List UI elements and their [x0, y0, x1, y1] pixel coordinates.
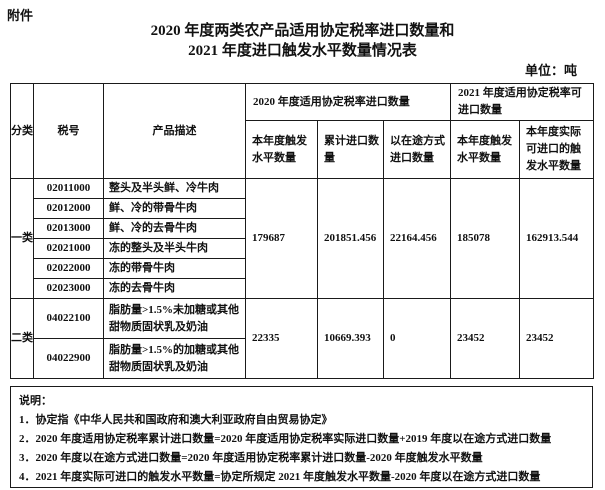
note-item: 3．2020 年度以在途方式进口数量=2020 年度适用协定税率累计进口数量-2… [19, 452, 483, 464]
cat2-cumulative-2020-value: 10669.393 [317, 298, 384, 379]
cat1-trigger-2021-value: 185078 [450, 178, 520, 299]
table-row: 02021000 冻的整头及半头牛肉 [11, 238, 594, 259]
tax-no-cell: 04022900 [33, 338, 104, 379]
cat1-cumulative-2020-value: 201851.456 [317, 178, 384, 299]
attachment-label: 附件 [7, 8, 34, 23]
header-trigger-2021: 本年度触发水平数量 [450, 120, 520, 179]
cat1-trigger-2020-value: 179687 [245, 178, 318, 299]
product-desc-cell: 鲜、冷的去骨牛肉 [103, 218, 246, 239]
table-row: 02022000 冻的带骨牛肉 [11, 258, 594, 279]
cat1-in-transit-2020-value: 22164.456 [383, 178, 451, 299]
import-quota-table: 分类 税号 产品描述 2020 年度适用协定税率进口数量 2021 年度适用协定… [10, 83, 594, 379]
tax-no-cell: 02011000 [33, 178, 104, 199]
cat2-in-transit-2020-value: 0 [383, 298, 451, 379]
header-group-2020: 2020 年度适用协定税率进口数量 [245, 83, 451, 121]
unit-label: 单位：吨 [524, 63, 577, 78]
cat2-actual-trigger-2021-value: 23452 [519, 298, 594, 379]
header-in-transit-2020: 以在途方式进口数量 [383, 120, 451, 179]
tax-no-cell: 02023000 [33, 278, 104, 299]
page-title: 2020 年度两类农产品适用协定税率进口数量和 2021 年度进口触发水平数量情… [0, 21, 605, 61]
product-desc-cell: 脂肪量>1.5%未加糖或其他甜物质固状乳及奶油 [103, 298, 246, 339]
tax-no-cell: 02012000 [33, 198, 104, 219]
tax-no-cell: 04022100 [33, 298, 104, 339]
table-row: 一类 02011000 整头及半头鲜、冷牛肉 179687 201851.456… [10, 178, 594, 299]
header-sub-row: 本年度触发水平数量 累计进口数量 以在途方式进口数量 本年度触发水平数量 本年度… [11, 120, 594, 179]
tax-no-cell: 02013000 [33, 218, 104, 239]
product-desc-cell: 脂肪量>1.5%的加糖或其他甜物质固状乳及奶油 [103, 338, 246, 379]
note-item: 4．2021 年度实际可进口的触发水平数量=协定所规定 2021 年度触发水平数… [19, 471, 541, 483]
header-category: 分类 [10, 83, 34, 179]
page-title-line1: 2020 年度两类农产品适用协定税率进口数量和 [150, 23, 455, 39]
note-item: 1．协定指《中华人民共和国政府和澳大利亚政府自由贸易协定》 [19, 414, 333, 426]
tax-no-cell: 02022000 [33, 258, 104, 279]
header-group-2021: 2021 年度适用协定税率可进口数量 [450, 83, 594, 121]
table-row: 二类 04022100 脂肪量>1.5%未加糖或其他甜物质固状乳及奶油 2233… [10, 298, 594, 379]
product-desc-cell: 鲜、冷的带骨牛肉 [103, 198, 246, 219]
cat1-actual-trigger-2021-value: 162913.544 [519, 178, 594, 299]
note-item: 2．2020 年度适用协定税率累计进口数量=2020 年度适用协定税率实际进口数… [19, 433, 552, 445]
product-desc-cell: 冻的整头及半头牛肉 [103, 238, 246, 259]
page-title-line2: 2021 年度进口触发水平数量情况表 [188, 43, 417, 59]
product-desc-cell: 整头及半头鲜、冷牛肉 [103, 178, 246, 199]
product-desc-cell: 冻的带骨牛肉 [103, 258, 246, 279]
header-cumulative-2020: 累计进口数量 [317, 120, 384, 179]
cat2-trigger-2021-value: 23452 [450, 298, 520, 379]
header-tax-no: 税号 [33, 83, 104, 179]
notes-panel: 说明： 1．协定指《中华人民共和国政府和澳大利亚政府自由贸易协定》 2．2020… [10, 386, 593, 488]
category-2-label: 二类 [10, 298, 34, 379]
header-group-row: 分类 税号 产品描述 2020 年度适用协定税率进口数量 2021 年度适用协定… [10, 83, 594, 179]
header-actual-trigger-2021: 本年度实际可进口的触发水平数量 [519, 120, 594, 179]
table-row: 04022900 脂肪量>1.5%的加糖或其他甜物质固状乳及奶油 [11, 338, 594, 379]
product-desc-cell: 冻的去骨牛肉 [103, 278, 246, 299]
cat2-trigger-2020-value: 22335 [245, 298, 318, 379]
header-trigger-2020: 本年度触发水平数量 [245, 120, 318, 179]
tax-no-cell: 02021000 [33, 238, 104, 259]
notes-title: 说明： [19, 395, 52, 407]
category-1-label: 一类 [10, 178, 34, 299]
header-product-desc: 产品描述 [103, 83, 246, 179]
